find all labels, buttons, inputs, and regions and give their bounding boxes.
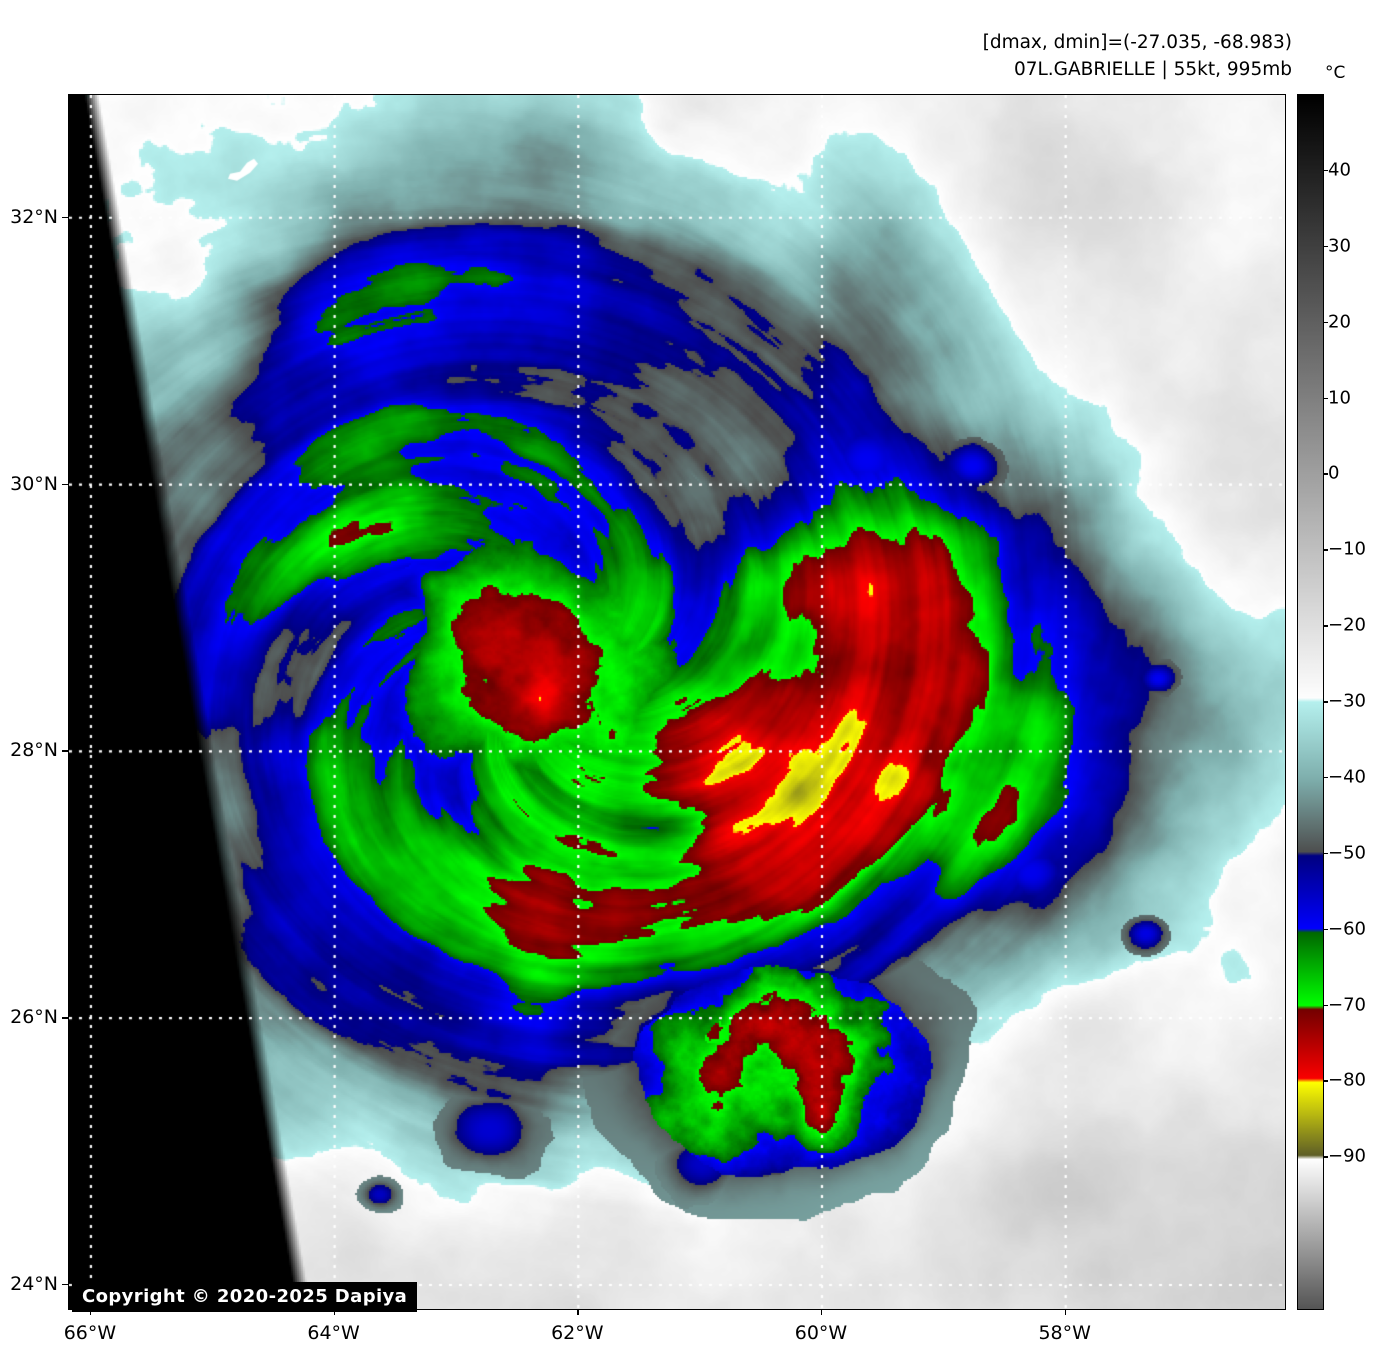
colorbar-tick-label: −10 — [1328, 538, 1366, 560]
colorbar-tick-label: 10 — [1328, 387, 1351, 408]
colorbar-tick-label: 40 — [1328, 159, 1351, 181]
metadata-block: [dmax, dmin]=(-27.035, -68.983) 07L.GABR… — [983, 30, 1292, 84]
y-axis-tick — [62, 1017, 68, 1019]
y-axis-tick — [62, 483, 68, 486]
colorbar-tick-mark — [1323, 625, 1328, 627]
colorbar-tick-label: −80 — [1328, 1069, 1366, 1091]
colorbar-tick-label: −30 — [1328, 690, 1366, 712]
colorbar-tick-label: −20 — [1328, 614, 1366, 636]
colorbar-gradient — [1298, 95, 1323, 1309]
colorbar-tick-label: −90 — [1328, 1145, 1366, 1167]
colorbar-tick-mark — [1323, 321, 1328, 324]
colorbar-tick-mark — [1323, 1004, 1328, 1006]
colorbar-tick-mark — [1323, 852, 1328, 855]
colorbar-tick-label: −60 — [1328, 918, 1366, 940]
colorbar-tick-mark — [1323, 1080, 1328, 1082]
x-axis-tick — [820, 1309, 823, 1315]
storm-id-label: 07L.GABRIELLE | 55kt, 995mb — [1013, 58, 1292, 80]
y-axis-label: 32°N — [10, 205, 58, 228]
colorbar-tick-label: −40 — [1328, 766, 1366, 788]
y-axis-tick — [62, 216, 68, 219]
colorbar-tick-mark — [1323, 169, 1328, 172]
y-axis-label: 30°N — [10, 472, 58, 495]
colorbar-tick-label: 20 — [1328, 311, 1351, 333]
colorbar-tick-label: −50 — [1328, 842, 1366, 864]
satellite-imagery-canvas — [69, 95, 1285, 1309]
data-range-label: [dmax, dmin]=(-27.035, -68.983) — [982, 32, 1292, 53]
colorbar-tick-mark — [1323, 776, 1328, 779]
colorbar-tick-mark — [1323, 701, 1328, 703]
colorbar-tick-mark — [1323, 473, 1328, 475]
colorbar-tick-mark — [1323, 928, 1328, 931]
x-axis-tick — [1064, 1309, 1067, 1315]
colorbar-tick-mark — [1323, 397, 1328, 399]
colorbar-tick-label: 30 — [1328, 235, 1351, 257]
y-axis-label: 24°N — [10, 1272, 58, 1295]
colorbar-tick-mark — [1323, 245, 1328, 248]
y-axis-tick — [62, 1283, 68, 1286]
y-axis-tick — [62, 750, 68, 752]
y-axis-label: 26°N — [10, 1006, 58, 1029]
x-axis-tick — [89, 1309, 92, 1315]
y-axis-label: 28°N — [10, 739, 58, 762]
copyright-watermark: Copyright © 2020-2025 Dapiya — [72, 1282, 418, 1312]
x-axis-label: 64°W — [307, 1322, 360, 1344]
x-axis-label: 66°W — [63, 1322, 117, 1344]
satellite-image-plot[interactable] — [68, 94, 1286, 1310]
x-axis-label: 62°W — [551, 1322, 604, 1344]
colorbar-tick-label: −70 — [1328, 994, 1366, 1015]
x-axis-tick — [333, 1309, 336, 1315]
x-axis-label: 60°W — [794, 1322, 848, 1344]
x-axis-tick — [577, 1309, 579, 1315]
colorbar — [1297, 94, 1324, 1310]
colorbar-tick-mark — [1323, 1156, 1328, 1158]
colorbar-tick-mark — [1323, 549, 1328, 551]
colorbar-unit-label: °C — [1325, 63, 1346, 83]
x-axis-label: 58°W — [1038, 1322, 1091, 1344]
colorbar-tick-label: 0 — [1328, 462, 1340, 484]
